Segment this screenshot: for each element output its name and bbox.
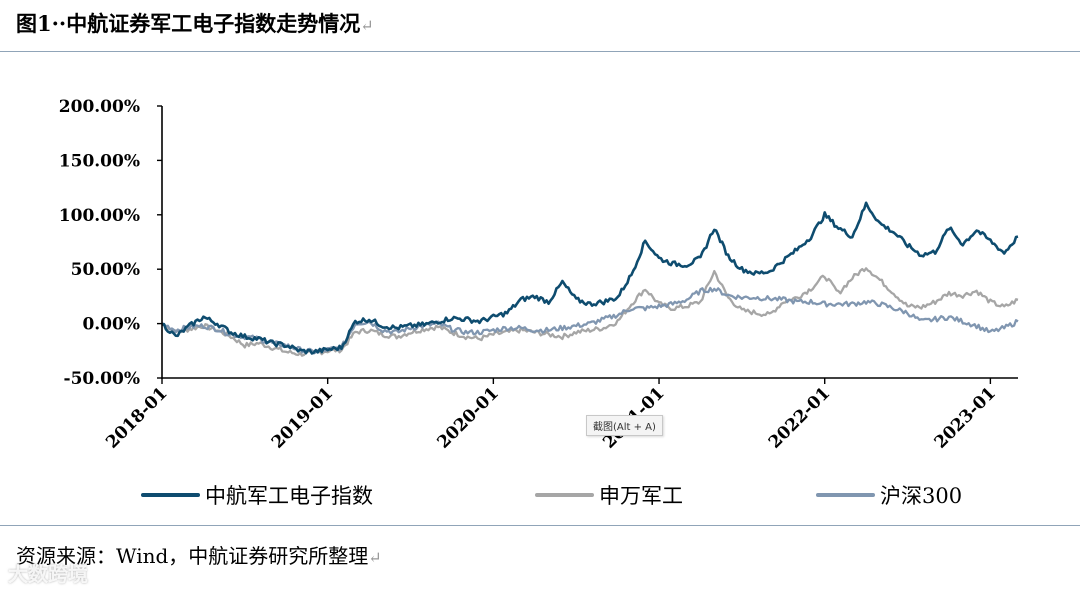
figure-title: 图1··中航证券军工电子指数走势情况↵ [16, 8, 374, 38]
y-tick-label: 50.00% [71, 260, 140, 280]
x-tick-label: 2023-01 [931, 383, 1000, 452]
source-return-mark: ↵ [368, 548, 382, 567]
source-text: 资源来源：Wind，中航证券研究所整理 [16, 544, 369, 568]
series-layer [161, 201, 1019, 357]
y-tick-label: -50.00% [64, 369, 140, 389]
top-rule [0, 51, 1080, 52]
x-tick-label: 2018-01 [102, 383, 171, 452]
bottom-rule [0, 525, 1080, 526]
series-line-2 [161, 286, 1019, 355]
y-tick-label: 150.00% [59, 151, 140, 171]
figure-title-text: 图1··中航证券军工电子指数走势情况 [16, 11, 361, 36]
x-tick-label: 2019-01 [268, 383, 337, 452]
series-line-0 [161, 201, 1019, 355]
return-mark: ↵ [360, 16, 374, 35]
series-line-1 [161, 267, 1019, 357]
source-note: 资源来源：Wind，中航证券研究所整理↵ [16, 540, 382, 569]
y-tick-label: 200.00% [59, 97, 140, 117]
legend-label-2: 沪深300 [880, 484, 962, 508]
x-tick-label: 2022-01 [765, 383, 834, 452]
watermark: 大数跨境 [8, 562, 88, 586]
legend: 中航军工电子指数 申万军工 沪深300 [141, 484, 962, 508]
legend-label-1: 申万军工 [599, 484, 683, 508]
x-tick-label: 2020-01 [434, 383, 503, 452]
y-tick-label: 100.00% [59, 206, 140, 226]
y-tick-label: 0.00% [82, 315, 140, 335]
screenshot-tooltip: 截图(Alt + A) [586, 415, 663, 436]
legend-label-0: 中航军工电子指数 [205, 484, 373, 508]
